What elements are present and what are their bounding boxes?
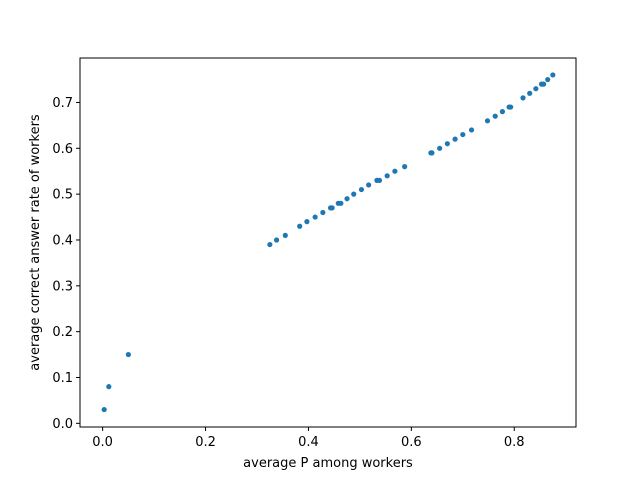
x-tick-label: 0.0 (92, 435, 113, 450)
data-point (320, 209, 326, 216)
data-point (267, 241, 273, 248)
data-point (297, 223, 303, 229)
x-tick-label: 0.2 (195, 435, 216, 450)
data-point (304, 219, 310, 225)
data-point (358, 186, 365, 193)
data-point (550, 72, 556, 78)
y-tick-label: 0.0 (52, 417, 73, 432)
data-point (452, 136, 458, 142)
data-point (392, 168, 398, 174)
y-tick-label: 0.4 (52, 233, 73, 248)
data-point (484, 118, 491, 124)
data-point (545, 76, 551, 83)
data-point (429, 150, 435, 156)
y-tick-label: 0.7 (52, 96, 73, 111)
data-point (344, 196, 350, 202)
data-point (366, 182, 372, 188)
plot-frame (79, 57, 577, 428)
data-point (533, 86, 539, 92)
data-points (101, 72, 556, 413)
data-point (468, 127, 475, 133)
y-axis-label: average correct answer rate of workers (28, 114, 43, 371)
data-point (312, 214, 318, 220)
y-tick-label: 0.1 (52, 371, 73, 386)
data-point (460, 131, 466, 138)
data-point (402, 164, 408, 170)
data-point (125, 351, 131, 358)
data-point (437, 145, 443, 151)
y-tick-label: 0.3 (52, 279, 73, 294)
data-point (329, 205, 335, 211)
x-tick-label: 0.8 (504, 435, 525, 450)
data-point (384, 173, 390, 179)
data-point (520, 95, 526, 101)
data-point (351, 191, 357, 197)
data-point (527, 90, 533, 96)
data-point (376, 177, 383, 183)
y-tick-label: 0.6 (52, 142, 73, 157)
y-tick-label: 0.5 (52, 188, 73, 203)
data-point (273, 237, 280, 243)
y-axis-ticks: 0.0 0.1 0.2 0.3 0.4 0.5 0.6 0.7 (52, 96, 80, 432)
x-tick-label: 0.6 (401, 435, 422, 450)
data-point (101, 406, 107, 413)
x-axis-label: average P among workers (243, 456, 413, 471)
x-axis-ticks: 0.0 0.2 0.4 0.6 0.8 (92, 427, 525, 450)
data-point (338, 200, 344, 206)
x-tick-label: 0.4 (298, 435, 319, 450)
data-point (444, 141, 450, 147)
data-point (492, 113, 498, 119)
y-tick-label: 0.2 (52, 325, 73, 340)
data-point (106, 384, 112, 390)
data-point (499, 109, 506, 115)
data-point (282, 232, 288, 238)
data-point (540, 81, 547, 87)
data-point (508, 104, 514, 110)
